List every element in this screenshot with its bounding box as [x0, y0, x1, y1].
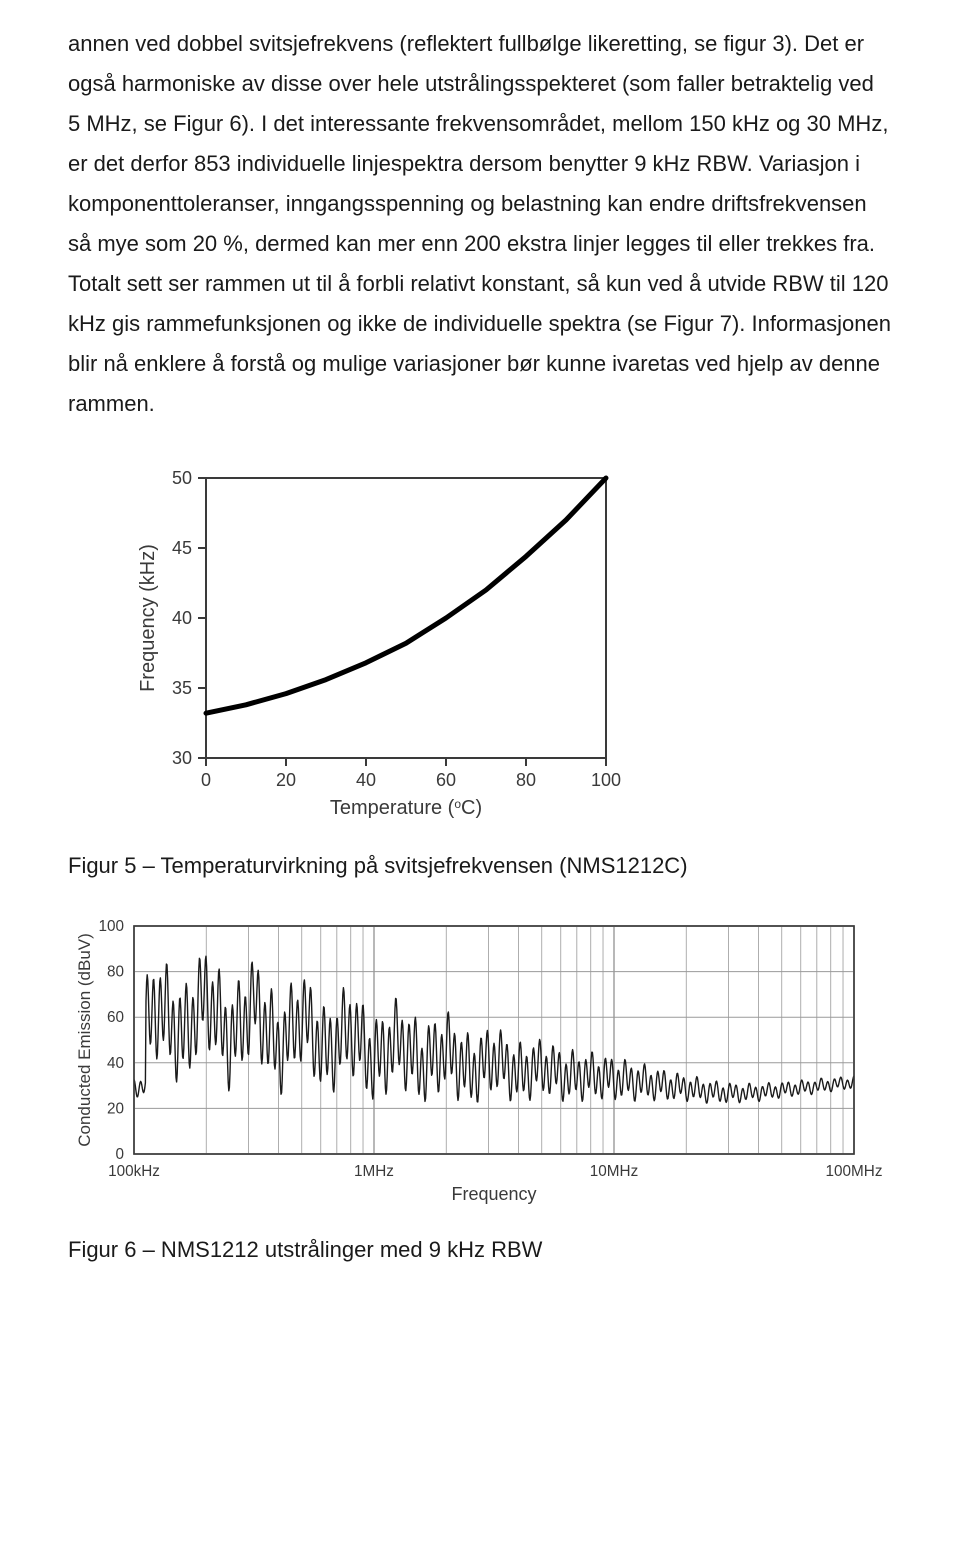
svg-text:20: 20 — [107, 1100, 124, 1117]
svg-text:Frequency: Frequency — [451, 1184, 536, 1204]
svg-text:0: 0 — [201, 770, 211, 790]
svg-text:45: 45 — [172, 538, 192, 558]
svg-text:35: 35 — [172, 678, 192, 698]
svg-text:60: 60 — [436, 770, 456, 790]
svg-text:Frequency (kHz): Frequency (kHz) — [137, 544, 159, 692]
svg-text:80: 80 — [516, 770, 536, 790]
svg-text:100MHz: 100MHz — [826, 1163, 883, 1180]
svg-text:1MHz: 1MHz — [354, 1163, 394, 1180]
figure-5: 30 35 40 45 50 0 20 40 60 80 100 Temperature (oC) Fr… — [124, 464, 892, 824]
svg-text:0: 0 — [115, 1146, 124, 1163]
svg-text:80: 80 — [107, 963, 124, 980]
svg-text:Temperature (oC): Temperature (oC) — [330, 797, 482, 819]
figure-6-caption: Figur 6 – NMS1212 utstrålinger med 9 kHz… — [68, 1232, 892, 1267]
figure-5-caption: Figur 5 – Temperaturvirkning på svitsjef… — [68, 848, 892, 883]
figure-5-chart: 30 35 40 45 50 0 20 40 60 80 100 Temperature (oC) Fr… — [124, 464, 644, 824]
document-page: annen ved dobbel svitsjefrekvens (reflek… — [0, 0, 960, 1335]
svg-text:50: 50 — [172, 468, 192, 488]
svg-text:100kHz: 100kHz — [108, 1163, 160, 1180]
svg-text:20: 20 — [276, 770, 296, 790]
svg-text:60: 60 — [107, 1009, 124, 1026]
svg-text:10MHz: 10MHz — [590, 1163, 638, 1180]
svg-text:40: 40 — [107, 1054, 124, 1071]
svg-text:Conducted Emission (dBuV): Conducted Emission (dBuV) — [75, 933, 94, 1147]
figure-6-chart: 0 20 40 60 80 100 100kHz 1MHz 10MHz 100MHz Frequen… — [68, 912, 884, 1212]
svg-text:40: 40 — [356, 770, 376, 790]
svg-text:40: 40 — [172, 608, 192, 628]
body-paragraph: annen ved dobbel svitsjefrekvens (reflek… — [68, 24, 892, 424]
svg-text:100: 100 — [591, 770, 621, 790]
figure-6: 0 20 40 60 80 100 100kHz 1MHz 10MHz 100MHz Frequen… — [68, 912, 892, 1212]
svg-text:100: 100 — [98, 918, 124, 935]
svg-text:30: 30 — [172, 748, 192, 768]
